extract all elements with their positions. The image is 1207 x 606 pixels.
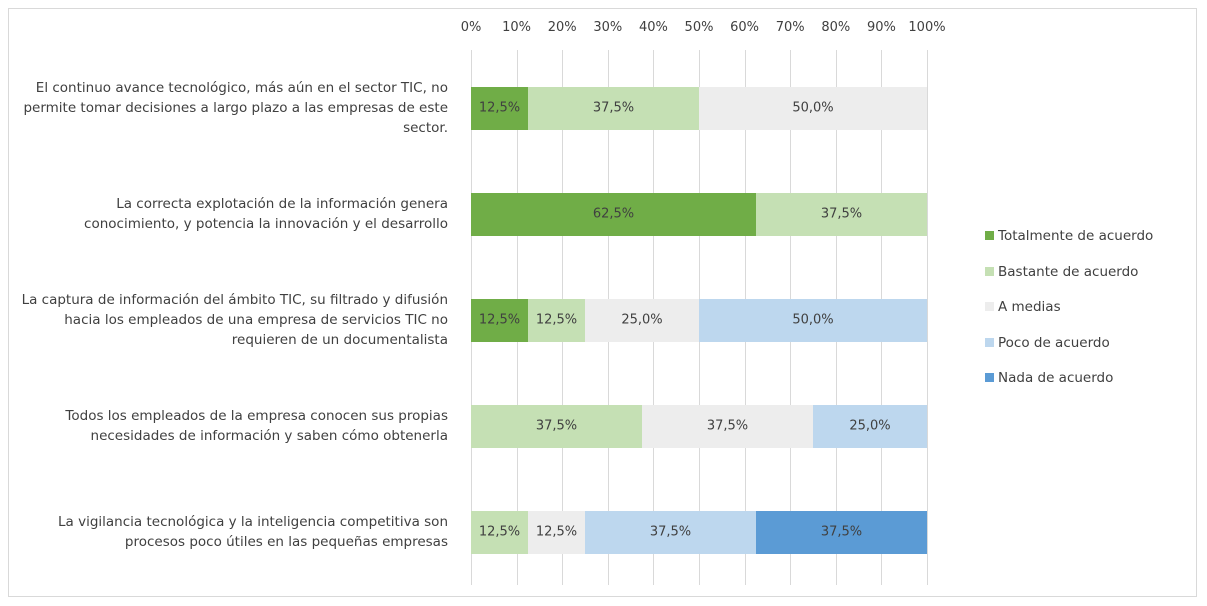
data-label: 12,5%	[535, 312, 578, 328]
category-label: Todos los empleados de la empresa conoce…	[65, 408, 448, 444]
x-tick-label: 100%	[908, 20, 946, 35]
bar-segment	[585, 298, 699, 342]
bar-segment	[756, 510, 927, 554]
data-label: 37,5%	[592, 100, 635, 116]
bar-segment	[756, 192, 927, 236]
legend-swatch	[985, 231, 994, 240]
data-label: 37,5%	[649, 524, 692, 540]
bar-segment	[471, 86, 528, 130]
legend-item: Poco de acuerdo	[985, 335, 1110, 351]
bar-segment	[471, 404, 642, 448]
legend-swatch	[985, 337, 994, 347]
bar-segment	[699, 298, 927, 342]
x-tick-label: 90%	[866, 20, 896, 35]
legend-swatch	[985, 302, 994, 311]
x-tick-label: 0%	[460, 20, 482, 35]
bar-segment	[471, 298, 528, 342]
data-label: 25,0%	[621, 312, 663, 328]
x-tick-label: 60%	[730, 20, 760, 35]
legend-label: Poco de acuerdo	[998, 334, 1110, 351]
legend-label: Nada de acuerdo	[998, 370, 1114, 386]
chart-frame	[8, 8, 1197, 597]
legend-label: Bastante de acuerdo	[998, 263, 1139, 280]
data-label: 37,5%	[535, 418, 578, 434]
category-label: La vigilancia tecnológica y la inteligen…	[58, 514, 448, 550]
data-label: 37,5%	[820, 524, 863, 540]
legend-swatch	[985, 373, 994, 382]
bar-segment	[585, 510, 756, 554]
bar-segment	[471, 192, 756, 236]
category-label: La captura de información del ámbito TIC…	[21, 292, 448, 348]
legend-item: Nada de acuerdo	[985, 370, 1113, 386]
x-tick-label: 40%	[638, 20, 668, 35]
data-label: 25,0%	[849, 418, 891, 434]
legend-label: A medias	[998, 299, 1061, 315]
data-label: 50,0%	[792, 312, 834, 328]
x-tick-label: 70%	[775, 20, 805, 35]
data-label: 37,5%	[820, 206, 863, 222]
bar-segment	[642, 404, 813, 448]
data-label: 62,5%	[592, 206, 635, 222]
data-label: 12,5%	[478, 524, 521, 540]
x-tick-label: 10%	[502, 20, 532, 35]
bar-segment	[528, 510, 585, 554]
data-label: 37,5%	[706, 418, 749, 434]
legend-item: A medias	[985, 299, 1061, 315]
data-label: 12,5%	[478, 100, 521, 116]
data-label: 12,5%	[535, 524, 578, 540]
x-tick-label: 50%	[684, 20, 714, 35]
category-label: El continuo avance tecnológico, más aún …	[23, 80, 448, 136]
legend-label: Totalmente de acuerdo	[998, 228, 1154, 244]
bar-segment	[528, 86, 699, 130]
bar-segment	[699, 86, 927, 130]
bar-segment	[528, 298, 585, 342]
grid-line	[927, 50, 928, 585]
x-tick-label: 30%	[593, 20, 623, 35]
legend-item: Bastante de acuerdo	[985, 264, 1138, 280]
bar-segment	[813, 404, 927, 448]
legend-item: Totalmente de acuerdo	[985, 228, 1153, 244]
x-tick-label: 80%	[821, 20, 851, 35]
data-label: 50,0%	[792, 100, 834, 116]
bar-segment	[471, 510, 528, 554]
x-tick-label: 20%	[547, 20, 577, 35]
category-label: La correcta explotación de la informació…	[84, 196, 448, 232]
legend-swatch	[985, 266, 994, 276]
data-label: 12,5%	[478, 312, 521, 328]
